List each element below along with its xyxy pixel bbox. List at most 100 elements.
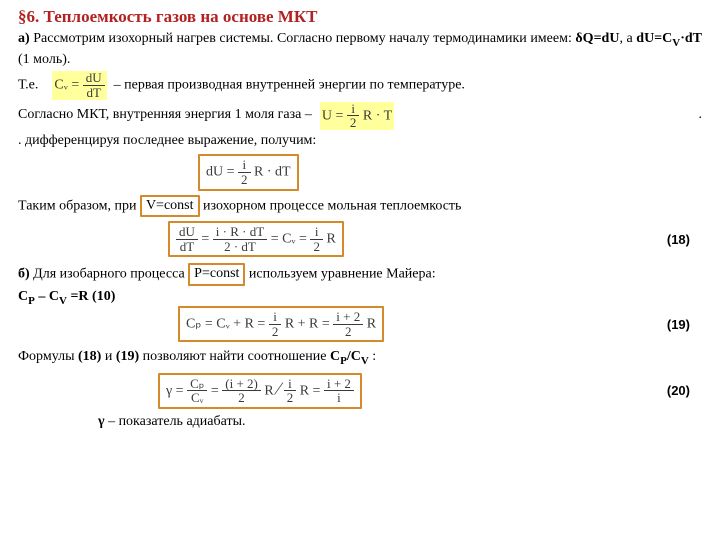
eq19-number: (19) (667, 316, 702, 333)
paragraph-b: б) Для изобарного процесса P=const испол… (18, 263, 702, 285)
p4-after: изохорном процессе мольная теплоемкость (203, 198, 461, 213)
frac-num: i (284, 377, 297, 392)
lead-b: б) (18, 267, 30, 282)
p3-dot: . (699, 106, 703, 124)
paragraph-ratio: Формулы (18) и (19) позволяют найти соот… (18, 348, 702, 368)
eq19-box: Cₚ = Cᵥ + R = i 2 R + R = i + 2 2 R (178, 306, 384, 342)
frac-den: 2 (284, 391, 297, 405)
frac-den: 2 (238, 173, 251, 187)
eq20-mid1: = (211, 383, 219, 398)
p6-b2: (19) (116, 349, 139, 364)
p6-after-b: : (369, 349, 376, 364)
paragraph-a: а) Рассмотрим изохорный нагрев системы. … (18, 30, 702, 69)
eq-dq-du: δQ=dU (575, 31, 619, 46)
eq19-left: Cₚ = Cᵥ + R = (186, 316, 265, 331)
frac-den: dT (176, 240, 198, 254)
eq19-right: R (367, 316, 376, 331)
frac-num: i (269, 310, 282, 325)
eq-dU-row: dU = i 2 R · dT (18, 154, 702, 190)
mayer-sub-p: P (28, 295, 35, 307)
frac: dU dT (176, 225, 198, 253)
frac-num: i (310, 225, 323, 240)
eq-dU-right: R · dT (254, 165, 291, 180)
frac-num: Cₚ (187, 377, 207, 392)
p6-mid: и (101, 349, 116, 364)
eq20-box: γ = Cₚ Cᵥ = (i + 2) 2 R ⁄ i 2 R = i + 2 … (158, 373, 362, 409)
frac-num: i (238, 158, 251, 173)
frac-num: i + 2 (333, 310, 363, 325)
eq19-row: Cₚ = Cᵥ + R = i 2 R + R = i + 2 2 R (19) (18, 306, 702, 342)
eq20-number: (20) (667, 382, 702, 399)
p2-tail: – первая производная внутренней энергии … (114, 78, 465, 93)
frac-num: i (347, 102, 360, 117)
frac-num: (i + 2) (222, 377, 261, 392)
frac-den: dT (83, 86, 105, 100)
eq-du-cvdt-a: dU=C (636, 31, 672, 46)
ratio-a: C (330, 349, 340, 364)
p4-before: Таким образом, при (18, 198, 136, 213)
lead-a: а) (18, 31, 30, 46)
ratio-p: P (340, 355, 347, 367)
p6-b1: (18) (78, 349, 101, 364)
p1-tail1: (1 моль). (18, 52, 70, 67)
mayer-b: – C (35, 289, 59, 304)
mayer-a: C (18, 289, 28, 304)
section-number: §6. (18, 7, 39, 26)
frac-den: 2 (269, 325, 282, 339)
frac: i 2 (284, 377, 297, 405)
eq-cv-left: Cᵥ = (54, 78, 82, 93)
frac: i 2 (269, 310, 282, 338)
eq19-mid: R + R = (285, 316, 330, 331)
eq18-row: dU dT = i · R · dT 2 · dT = Cᵥ = i 2 R (… (18, 221, 702, 257)
eq20-left: γ = (166, 383, 184, 398)
eq-U: U = i 2 R · T (320, 102, 394, 130)
gamma-note: γ – показатель адиабаты. (98, 413, 702, 431)
p2-lead: Т.е. (18, 78, 38, 93)
mayer-line: CP – CV =R (10) (18, 288, 702, 308)
frac: i + 2 i (324, 377, 354, 405)
frac-den: Cᵥ (187, 391, 207, 405)
p5-before: Для изобарного процесса (33, 267, 185, 282)
frac: i · R · dT 2 · dT (213, 225, 267, 253)
eq-cv-definition: Cᵥ = dU dT (52, 71, 106, 99)
paragraph-te: Т.е. Cᵥ = dU dT – первая производная вну… (18, 71, 702, 99)
ratio-v: V (361, 355, 369, 367)
eq18-box: dU dT = i · R · dT 2 · dT = Cᵥ = i 2 R (168, 221, 344, 257)
eq-U-left: U = (322, 108, 344, 123)
p1-text1: Рассмотрим изохорный нагрев системы. Сог… (33, 31, 575, 46)
eq-du-cvdt-b: ·dT (680, 31, 702, 46)
gamma-text: – показатель адиабаты. (105, 414, 246, 429)
mayer-c: =R (10) (67, 289, 115, 304)
frac-den: 2 (310, 240, 323, 254)
frac: i 2 (238, 158, 251, 186)
eq-U-right: R · T (363, 108, 392, 123)
eq18-number: (18) (667, 231, 702, 248)
frac-num: dU (176, 225, 198, 240)
p5-after: используем уравнение Майера: (249, 267, 436, 282)
p3-text: Согласно МКТ, внутренняя энергия 1 моля … (18, 106, 312, 124)
frac-den: 2 (347, 116, 360, 130)
vconst-box: V=const (140, 195, 200, 217)
frac-den: 2 (333, 325, 363, 339)
eq-dU-left: dU = (206, 165, 235, 180)
p6-after-a: позволяют найти соотношение (139, 349, 330, 364)
p1-mid1: , а (619, 31, 636, 46)
eq20-row: γ = Cₚ Cᵥ = (i + 2) 2 R ⁄ i 2 R = i + 2 … (18, 373, 702, 409)
slash: ⁄ (277, 378, 280, 398)
frac-du-dt: dU dT (83, 71, 105, 99)
section-title: Теплоемкость газов на основе МКТ (44, 7, 318, 26)
paragraph-vconst: Таким образом, при V=const изохорном про… (18, 195, 702, 217)
page: §6. Теплоемкость газов на основе МКТ а) … (0, 0, 720, 439)
frac: Cₚ Cᵥ (187, 377, 207, 405)
frac: i + 2 2 (333, 310, 363, 338)
pconst-text: P=const (194, 266, 239, 281)
frac-den: i (324, 391, 354, 405)
frac-den: 2 · dT (213, 240, 267, 254)
section-heading: §6. Теплоемкость газов на основе МКТ (18, 6, 702, 28)
eq20-mid3: R = (300, 383, 321, 398)
frac-num: dU (83, 71, 105, 86)
ratio-b: /C (347, 349, 361, 364)
mayer-sub-v: V (59, 295, 67, 307)
p6-before: Формулы (18, 349, 78, 364)
paragraph-mkt: Согласно МКТ, внутренняя энергия 1 моля … (18, 102, 702, 130)
